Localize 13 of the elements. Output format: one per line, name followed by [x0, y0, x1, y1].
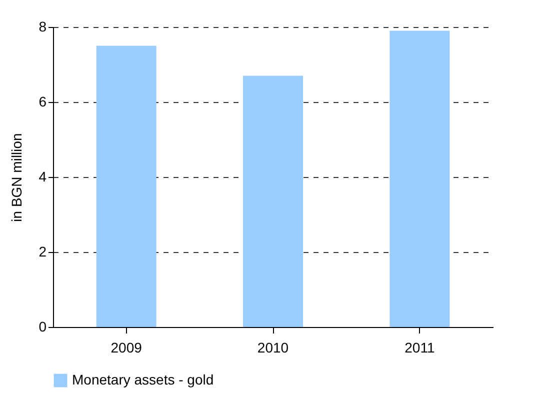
bar — [243, 76, 303, 327]
y-tick-label: 0 — [38, 318, 47, 334]
y-tick-label: 2 — [38, 244, 47, 260]
x-tick-label: 2010 — [257, 340, 289, 356]
y-tick-label: 8 — [38, 18, 47, 34]
x-tick-label: 2011 — [404, 340, 435, 356]
y-tick-label: 4 — [38, 168, 47, 184]
legend-label: Monetary assets - gold — [72, 372, 214, 388]
x-tick-label: 2009 — [110, 340, 142, 356]
bar — [96, 46, 156, 327]
bar — [390, 30, 450, 327]
y-tick-label: 6 — [38, 94, 47, 110]
y-axis-title: in BGN million — [8, 133, 25, 222]
